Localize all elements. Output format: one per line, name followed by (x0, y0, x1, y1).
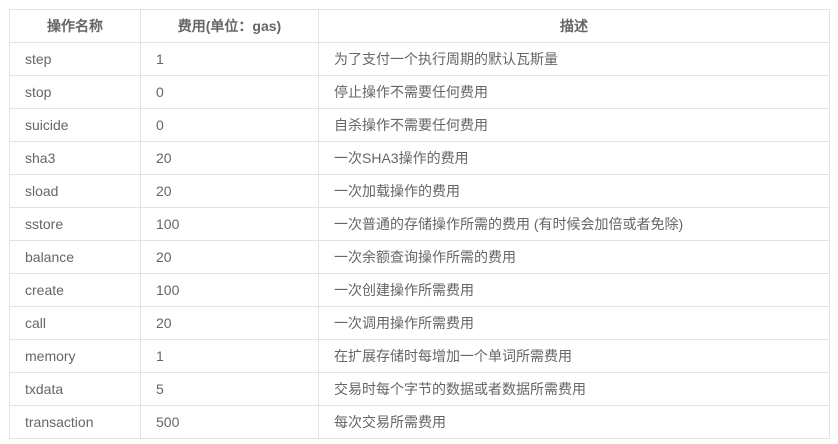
cost-cell: 20 (140, 174, 319, 208)
table-row: sha3 20 一次SHA3操作的费用 (9, 141, 830, 175)
operation-cell: sstore (9, 207, 141, 241)
operation-cell: balance (9, 240, 141, 274)
table-row: call 20 一次调用操作所需费用 (9, 306, 830, 340)
operation-cell: sload (9, 174, 141, 208)
cost-cell: 20 (140, 141, 319, 175)
operation-cell: step (9, 42, 141, 76)
operation-cell: suicide (9, 108, 141, 142)
table-row: transaction 500 每次交易所需费用 (9, 405, 830, 439)
description-cell: 为了支付一个执行周期的默认瓦斯量 (318, 42, 830, 76)
table-row: create 100 一次创建操作所需费用 (9, 273, 830, 307)
description-cell: 一次创建操作所需费用 (318, 273, 830, 307)
operation-cell: call (9, 306, 141, 340)
operation-cell: stop (9, 75, 141, 109)
operation-cell: txdata (9, 372, 141, 406)
header-operation: 操作名称 (9, 9, 141, 43)
header-row: 操作名称 费用(单位：gas) 描述 (9, 9, 830, 43)
table-row: balance 20 一次余额查询操作所需的费用 (9, 240, 830, 274)
operation-cell: memory (9, 339, 141, 373)
table-row: sload 20 一次加载操作的费用 (9, 174, 830, 208)
operation-cell: sha3 (9, 141, 141, 175)
cost-cell: 1 (140, 339, 319, 373)
cost-cell: 500 (140, 405, 319, 439)
cost-cell: 5 (140, 372, 319, 406)
table-row: txdata 5 交易时每个字节的数据或者数据所需费用 (9, 372, 830, 406)
operation-cell: create (9, 273, 141, 307)
cost-cell: 100 (140, 207, 319, 241)
description-cell: 停止操作不需要任何费用 (318, 75, 830, 109)
table-row: stop 0 停止操作不需要任何费用 (9, 75, 830, 109)
cost-cell: 0 (140, 108, 319, 142)
description-cell: 一次调用操作所需费用 (318, 306, 830, 340)
cost-cell: 20 (140, 240, 319, 274)
cost-cell: 100 (140, 273, 319, 307)
description-cell: 交易时每个字节的数据或者数据所需费用 (318, 372, 830, 406)
description-cell: 一次加载操作的费用 (318, 174, 830, 208)
table-row: step 1 为了支付一个执行周期的默认瓦斯量 (9, 42, 830, 76)
description-cell: 一次余额查询操作所需的费用 (318, 240, 830, 274)
operation-cell: transaction (9, 405, 141, 439)
description-cell: 一次普通的存储操作所需的费用 (有时候会加倍或者免除) (318, 207, 830, 241)
header-cost: 费用(单位：gas) (140, 9, 319, 43)
description-cell: 自杀操作不需要任何费用 (318, 108, 830, 142)
header-description: 描述 (318, 9, 830, 43)
description-cell: 每次交易所需费用 (318, 405, 830, 439)
table-row: suicide 0 自杀操作不需要任何费用 (9, 108, 830, 142)
cost-cell: 1 (140, 42, 319, 76)
description-cell: 在扩展存储时每增加一个单词所需费用 (318, 339, 830, 373)
table-row: sstore 100 一次普通的存储操作所需的费用 (有时候会加倍或者免除) (9, 207, 830, 241)
table-row: memory 1 在扩展存储时每增加一个单词所需费用 (9, 339, 830, 373)
gas-cost-table: 操作名称 费用(单位：gas) 描述 step 1 为了支付一个执行周期的默认瓦斯量… (9, 9, 830, 439)
description-cell: 一次SHA3操作的费用 (318, 141, 830, 175)
cost-cell: 0 (140, 75, 319, 109)
cost-cell: 20 (140, 306, 319, 340)
